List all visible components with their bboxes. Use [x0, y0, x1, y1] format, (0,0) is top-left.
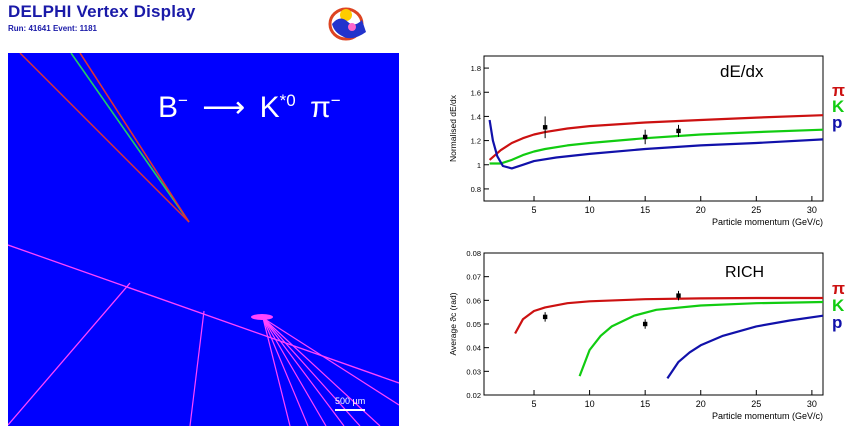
x-tick-label: 10	[585, 205, 595, 215]
event-value: 1181	[79, 24, 97, 33]
display-title: DELPHI Vertex Display	[8, 2, 196, 21]
event-tracks	[8, 53, 399, 426]
run-value: 41641	[28, 24, 51, 33]
x-tick-label: 15	[640, 205, 650, 215]
legend-K: K	[832, 296, 845, 315]
data-point	[642, 134, 648, 140]
run-event-info: Run: 41641 Event: 1181	[8, 24, 97, 33]
series-line-p	[488, 119, 824, 170]
x-tick-label: 15	[640, 399, 650, 409]
y-tick-label: 0.06	[466, 296, 481, 305]
data-point	[642, 321, 648, 327]
x-axis-label: Particle momentum (GeV/c)	[712, 217, 823, 227]
y-tick-label: 0.08	[466, 249, 481, 258]
x-tick-label: 30	[807, 205, 817, 215]
rich-plot: 5 10 15 20 25 30 0.02 0.03 0.04 0.05 0.06 0.07 0.08 P…	[425, 235, 855, 426]
track-red-1	[79, 53, 190, 223]
x-tick-label: 20	[696, 205, 706, 215]
y-tick-label: 0.8	[471, 185, 481, 194]
decay-K-charge: *0	[279, 91, 296, 110]
plot-frame	[483, 55, 824, 202]
y-tick-label: 0.05	[466, 320, 481, 329]
track-fan-6	[262, 317, 309, 426]
logo-yellow-blob	[340, 9, 352, 21]
y-tick-label: 0.07	[466, 273, 481, 282]
run-label: Run:	[8, 24, 27, 33]
x-tick-label: 10	[585, 399, 595, 409]
series-line-K	[578, 300, 824, 377]
secondary-vertex	[251, 314, 273, 320]
dedx-chart: 5 10 15 20 25 30 0.8 1 1.2 1.4 1.6 1.8 Particle mome…	[448, 55, 845, 227]
dedx-plot: 5 10 15 20 25 30 0.8 1 1.2 1.4 1.6 1.8 Particle mome…	[425, 47, 855, 227]
y-tick-label: 0.03	[466, 367, 481, 376]
x-tick-label: 5	[532, 399, 537, 409]
scale-label: 500 µm	[335, 396, 366, 406]
track-fan-7	[262, 317, 291, 426]
x-tick-label: 25	[751, 205, 761, 215]
track-fan-2	[262, 317, 381, 426]
decay-pi-charge: −	[330, 91, 341, 110]
event-label: Event:	[52, 24, 78, 33]
series-line-K	[489, 128, 824, 165]
y-tick-label: 1.8	[471, 64, 481, 73]
plot-title: dE/dx	[720, 62, 764, 81]
legend-p: p	[832, 313, 842, 332]
y-tick-label: 1.2	[471, 137, 481, 146]
delphi-logo	[328, 7, 366, 41]
track-green	[70, 53, 190, 223]
series-line-pi	[514, 296, 823, 335]
legend-K: K	[832, 97, 845, 116]
x-tick-label: 5	[532, 205, 537, 215]
y-tick-label: 1	[477, 161, 481, 170]
decay-arrow: ⟶	[202, 91, 246, 124]
data-point	[542, 314, 548, 320]
data-point	[676, 128, 681, 134]
x-tick-label: 30	[807, 399, 817, 409]
track-magenta-lower-left	[8, 282, 131, 426]
legend-pi: π	[832, 279, 845, 298]
vertex-event-display: B− ⟶ K*0 π− 500 µm	[8, 53, 399, 426]
track-red-2	[19, 53, 190, 223]
track-magenta-vertical	[189, 310, 205, 426]
logo-pink-dot	[348, 23, 356, 31]
track-fan-3	[262, 317, 361, 426]
decay-K: K	[259, 91, 280, 124]
legend-pi: π	[832, 81, 845, 100]
x-tick-label: 25	[751, 399, 761, 409]
track-fan-4	[262, 317, 345, 426]
series-line-p	[666, 314, 824, 380]
y-axis-label: Average ϑc (rad)	[448, 292, 458, 355]
data-point	[676, 293, 681, 298]
y-tick-label: 1.6	[471, 88, 481, 97]
x-tick-label: 20	[696, 399, 706, 409]
decay-B: B	[158, 91, 179, 124]
decay-pi: π	[310, 91, 331, 124]
y-tick-label: 0.04	[466, 344, 481, 353]
track-fan-5	[262, 317, 327, 426]
track-fan-1	[262, 317, 399, 406]
y-tick-label: 0.02	[466, 391, 481, 400]
x-axis-label: Particle momentum (GeV/c)	[712, 411, 823, 421]
decay-B-charge: −	[178, 91, 188, 110]
y-axis-label: Normalised dE/dx	[448, 94, 458, 162]
y-tick-label: 1.4	[471, 112, 481, 121]
data-point	[542, 125, 548, 130]
rich-chart: 5 10 15 20 25 30 0.02 0.03 0.04 0.05 0.06 0.07 0.08 P…	[448, 249, 845, 421]
plot-title: RICH	[725, 264, 764, 281]
legend-p: p	[832, 113, 842, 132]
decay-equation: B− ⟶ K*0 π−	[158, 90, 341, 125]
series-line-pi	[488, 114, 824, 161]
